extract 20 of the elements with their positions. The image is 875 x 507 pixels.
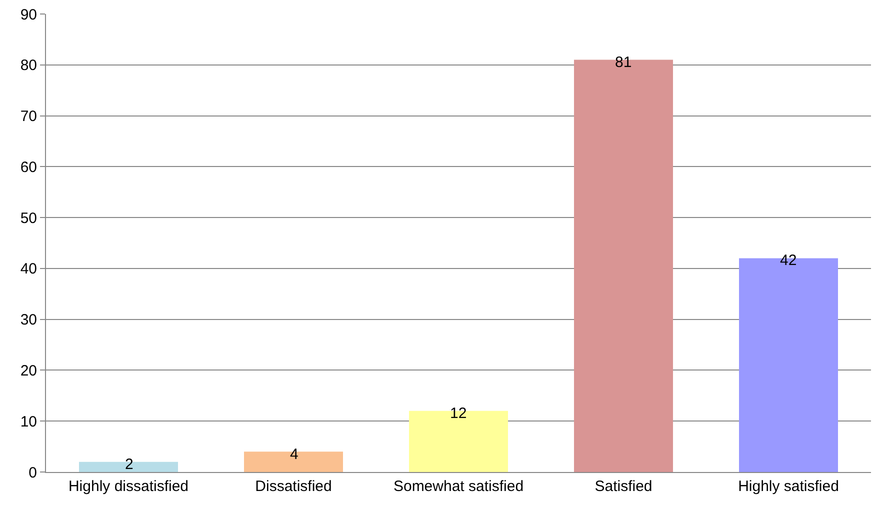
y-tick-label: 90	[20, 6, 37, 24]
x-tick-label: Highly dissatisfied	[68, 478, 189, 495]
y-tick-label: 40	[20, 260, 37, 278]
data-label: 2	[125, 456, 134, 473]
y-tick-label: 10	[20, 413, 37, 430]
data-label: 4	[290, 446, 298, 463]
y-tick-label: 20	[20, 362, 37, 380]
x-tick-label: Somewhat satisfied	[393, 478, 524, 495]
y-tick-label: 50	[20, 210, 37, 227]
data-label: 42	[780, 252, 797, 269]
y-tick-label: 70	[20, 108, 37, 126]
x-tick-label: Highly satisfied	[738, 478, 839, 495]
y-tick-label: 60	[20, 158, 37, 176]
y-tick-label: 80	[20, 57, 37, 74]
y-tick-label: 30	[20, 312, 37, 329]
x-tick-label: Satisfied	[594, 478, 652, 495]
data-label: 12	[450, 405, 467, 422]
data-label: 81	[615, 54, 632, 71]
y-tick-label: 0	[28, 464, 37, 482]
x-tick-label: Dissatisfied	[255, 478, 332, 495]
